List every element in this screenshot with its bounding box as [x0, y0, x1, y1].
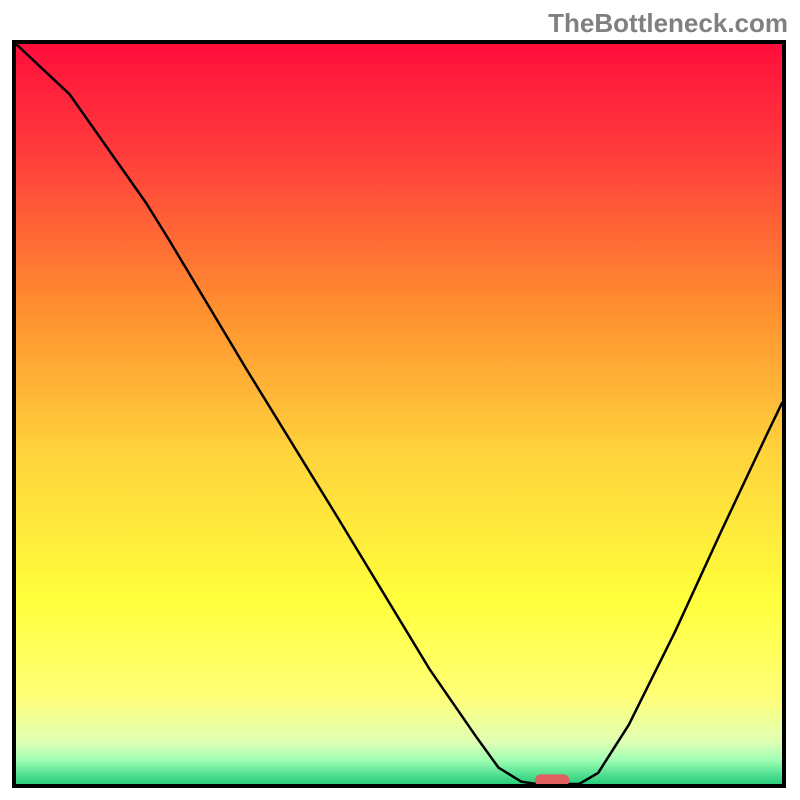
plot-svg [12, 40, 786, 788]
chart-background [14, 42, 784, 786]
watermark-label: TheBottleneck.com [548, 8, 788, 39]
chart-container: TheBottleneck.com [0, 0, 800, 800]
plot-area [12, 40, 786, 788]
